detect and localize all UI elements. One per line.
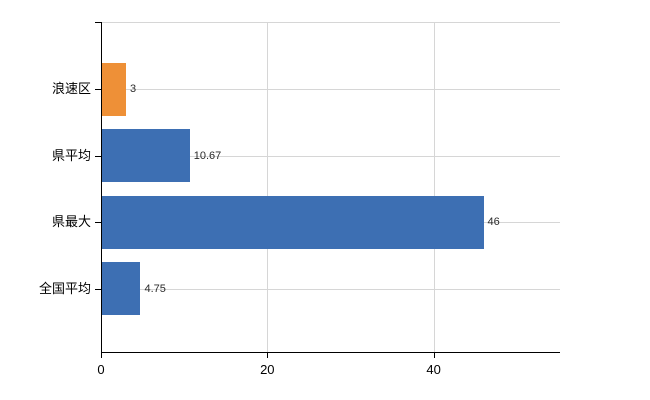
x-gridline — [433, 22, 435, 353]
x-axis-tick — [267, 353, 269, 358]
category-label: 県最大 — [51, 214, 91, 229]
y-axis-tick — [95, 288, 101, 290]
x-tick-label: 0 — [97, 362, 105, 377]
category-label: 県平均 — [51, 147, 91, 163]
plot-top-border — [101, 22, 560, 23]
x-axis-tick — [433, 353, 435, 358]
bar-3 — [101, 195, 484, 249]
bar-value-label: 46 — [487, 216, 500, 228]
x-axis-tick — [101, 353, 102, 358]
y-gridline — [101, 89, 560, 90]
y-axis-outer-tick — [95, 22, 101, 23]
bar-4 — [101, 262, 141, 315]
y-axis-tick — [95, 222, 101, 223]
bar-2 — [101, 129, 190, 182]
y-gridline — [101, 288, 560, 290]
category-label: 全国平均 — [38, 280, 91, 296]
plot-area: 0 20 40 3 10.67 46 4.75 — [95, 22, 560, 377]
y-axis-tick — [95, 89, 101, 90]
bar-value-label: 10.67 — [193, 149, 222, 162]
y-axis-line — [101, 22, 102, 353]
x-gridline — [267, 22, 269, 353]
bar-1 — [101, 62, 126, 116]
bar-value-label: 3 — [129, 83, 137, 95]
y-axis-tick — [95, 155, 101, 157]
category-label: 浪速区 — [51, 81, 91, 96]
x-tick-label: 40 — [426, 362, 441, 377]
y-gridline — [101, 155, 560, 157]
x-tick-label: 20 — [260, 362, 275, 377]
bar-value-label: 4.75 — [144, 282, 166, 295]
x-axis-line — [101, 352, 560, 353]
